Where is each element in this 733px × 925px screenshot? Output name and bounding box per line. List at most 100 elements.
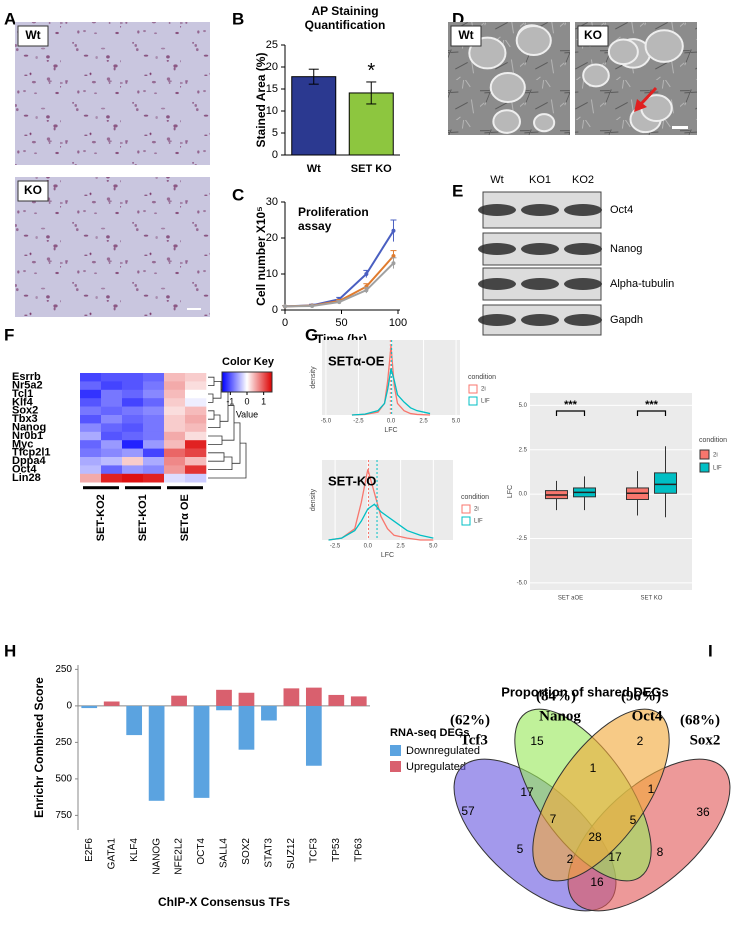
panel-label: I	[708, 641, 713, 660]
colony	[582, 63, 610, 88]
legend-key	[468, 396, 478, 406]
lane-label: Wt	[490, 174, 503, 186]
region-count: 17	[608, 850, 622, 864]
legend-label: LIF	[481, 399, 490, 405]
x-tick-label: NANOG	[151, 838, 162, 875]
x-tick-label: STAT3	[264, 838, 275, 868]
heat-cell	[101, 457, 123, 466]
heat-cell	[101, 406, 123, 416]
heat-cell	[143, 398, 165, 407]
colony	[607, 38, 639, 66]
heat-cell	[101, 373, 123, 382]
region-count: 2	[637, 734, 644, 748]
band	[521, 314, 559, 326]
heat-cell	[164, 373, 186, 382]
colony	[489, 72, 526, 104]
band	[478, 204, 516, 216]
x-tick-label: NFE2L2	[174, 838, 185, 875]
heat-cell	[80, 448, 102, 458]
group-bar	[83, 486, 119, 490]
set-percent: (84%)	[536, 688, 576, 704]
x-tick-label: 5.0	[429, 544, 438, 550]
bar	[148, 705, 165, 801]
heat-cell	[122, 423, 144, 433]
set-name: Nanog	[539, 708, 581, 724]
dendrogram	[208, 393, 214, 403]
image-label: KO	[24, 183, 42, 197]
x-tick-label: SOX2	[241, 838, 252, 865]
legend-title: condition	[461, 494, 489, 501]
group-label: SET-KO1	[137, 494, 149, 541]
image-label-box	[17, 25, 49, 47]
heat-cell	[164, 431, 186, 441]
bar	[305, 705, 322, 766]
significance-bracket	[636, 410, 667, 416]
scale-bar	[672, 126, 688, 129]
legend-key	[461, 504, 471, 514]
band	[521, 278, 559, 290]
color-key-title: Color Key	[222, 356, 275, 368]
significance: ***	[645, 399, 659, 411]
panel-label: A	[4, 9, 16, 28]
key-tick-label: 0	[244, 396, 249, 406]
band	[564, 243, 602, 255]
set-percent: (68%)	[680, 712, 720, 728]
heat-cell	[122, 465, 144, 475]
heat-cell	[122, 431, 144, 441]
bar	[216, 689, 232, 706]
x-tick-label: 5.0	[452, 419, 461, 425]
region-count: 1	[590, 761, 597, 775]
x-tick-label: 0	[282, 317, 288, 329]
key-tick-label: -1	[226, 396, 234, 406]
bar	[238, 705, 255, 750]
heat-cell	[122, 440, 144, 449]
heat-cell	[164, 457, 186, 466]
x-tick-label: TCF3	[308, 838, 319, 863]
x-tick-label: 50	[335, 317, 347, 329]
x-tick-label: TP63	[353, 838, 364, 862]
heat-cell	[143, 406, 165, 416]
heat-cell	[143, 473, 165, 483]
y-tick-label: 20	[266, 232, 278, 244]
region-count: 5	[517, 842, 524, 856]
bar	[305, 687, 322, 706]
scale-bar	[187, 308, 201, 310]
dendrogram	[232, 422, 241, 464]
group-label: SET-KO2	[95, 494, 107, 541]
row-label: Sox2	[12, 405, 38, 417]
dendrogram	[208, 442, 247, 479]
heat-cell	[122, 448, 144, 458]
heat-cell	[185, 415, 207, 424]
heat-cell	[164, 448, 186, 458]
region-count: 17	[520, 785, 534, 799]
heat-cell	[122, 398, 144, 407]
heat-cell	[143, 415, 165, 424]
heat-cell	[80, 415, 102, 424]
heat-cell	[164, 406, 186, 416]
set-percent: (96%)	[621, 688, 661, 704]
bar	[193, 705, 210, 798]
region-count: 1	[648, 782, 655, 796]
protein-label: Nanog	[610, 243, 642, 255]
heat-cell	[101, 465, 123, 475]
heat-cell	[185, 457, 207, 466]
x-tick-label: SALL4	[219, 838, 230, 868]
heat-cell	[122, 457, 144, 466]
row-label: Myc	[12, 438, 33, 450]
dendrogram	[208, 456, 233, 470]
legend-label: LIF	[713, 466, 722, 472]
x-axis-label: LFC	[381, 552, 394, 559]
significance-bracket	[555, 410, 586, 416]
heat-cell	[122, 406, 144, 416]
heat-cell	[185, 440, 207, 449]
colony	[515, 25, 552, 57]
protein-label: Alpha-tubulin	[610, 278, 674, 290]
image-label: Wt	[25, 28, 40, 42]
y-tick-label: 0	[66, 701, 72, 712]
heat-cell	[143, 448, 165, 458]
y-tick-label: 5	[272, 127, 278, 139]
y-axis-label: Cell number X10⁵	[254, 206, 268, 306]
bar	[291, 76, 337, 156]
y-tick-label: -2.5	[517, 536, 528, 542]
